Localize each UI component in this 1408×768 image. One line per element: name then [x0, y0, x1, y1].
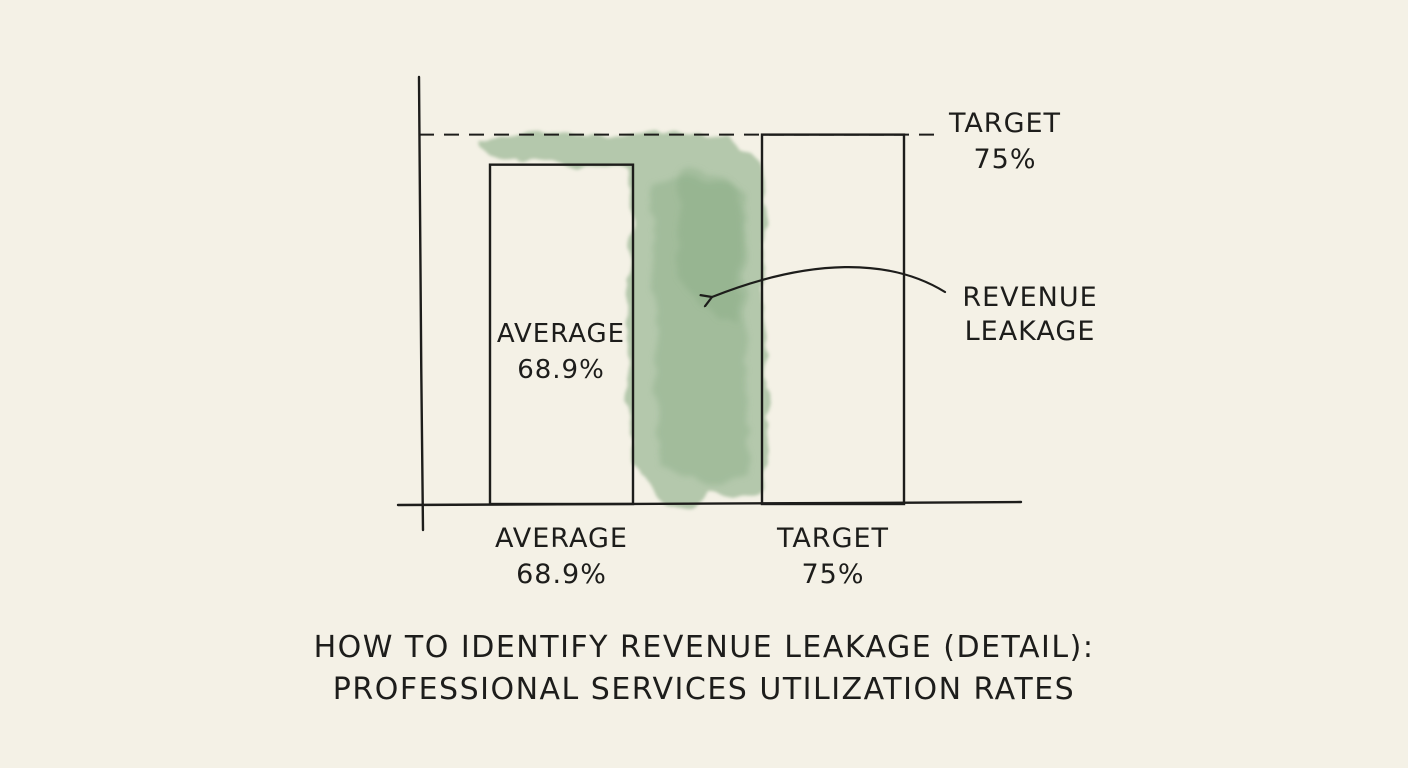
category-label-average: AVERAGE: [495, 523, 628, 554]
inner-label-value: 68.9%: [517, 355, 605, 385]
annotation-line2: LEAKAGE: [965, 316, 1096, 347]
category-label-target: TARGET: [776, 523, 889, 554]
y-axis: [417, 75, 425, 532]
wash-layer: [676, 170, 742, 325]
target-line-value: 75%: [973, 144, 1036, 175]
value-label-target: 75%: [801, 559, 864, 590]
leakage-arrow: [712, 266, 947, 297]
chart-title-line1: HOW TO IDENTIFY REVENUE LEAKAGE (DETAIL)…: [313, 630, 1095, 665]
bar-average: [488, 163, 635, 506]
target-line-label: TARGET: [948, 108, 1061, 139]
x-axis: [396, 500, 1023, 507]
inner-label-name: AVERAGE: [497, 319, 625, 349]
annotation-line1: REVENUE: [962, 282, 1097, 313]
chart-title-line2: PROFESSIONAL SERVICES UTILIZATION RATES: [332, 672, 1076, 707]
value-label-average: 68.9%: [516, 559, 607, 590]
bar-target: [760, 133, 906, 506]
revenue-leakage-wash: [479, 131, 766, 508]
